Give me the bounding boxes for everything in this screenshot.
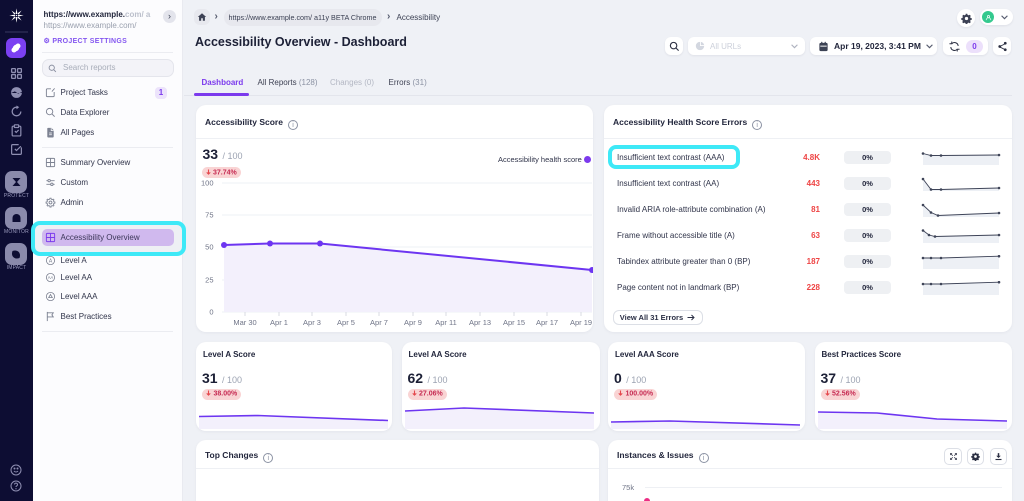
svg-text:0: 0 bbox=[209, 308, 213, 317]
svg-text:Apr 9: Apr 9 bbox=[404, 318, 422, 327]
svg-text:Apr 1: Apr 1 bbox=[270, 318, 288, 327]
svg-text:Apr 5: Apr 5 bbox=[337, 318, 355, 327]
svg-text:AA: AA bbox=[48, 275, 54, 280]
svg-text:Apr 11: Apr 11 bbox=[435, 318, 457, 327]
svg-text:50: 50 bbox=[205, 243, 213, 252]
svg-text:Mar 30: Mar 30 bbox=[233, 318, 256, 327]
svg-text:Apr 13: Apr 13 bbox=[469, 318, 491, 327]
svg-text:Apr 19: Apr 19 bbox=[570, 318, 592, 327]
svg-text:Apr 7: Apr 7 bbox=[370, 318, 388, 327]
svg-text:75: 75 bbox=[205, 211, 213, 220]
svg-text:Apr 17: Apr 17 bbox=[536, 318, 558, 327]
svg-text:Apr 15: Apr 15 bbox=[503, 318, 525, 327]
svg-text:A: A bbox=[49, 258, 53, 264]
svg-text:25: 25 bbox=[205, 276, 213, 285]
svg-text:Apr 3: Apr 3 bbox=[303, 318, 321, 327]
svg-text:100: 100 bbox=[201, 179, 214, 188]
